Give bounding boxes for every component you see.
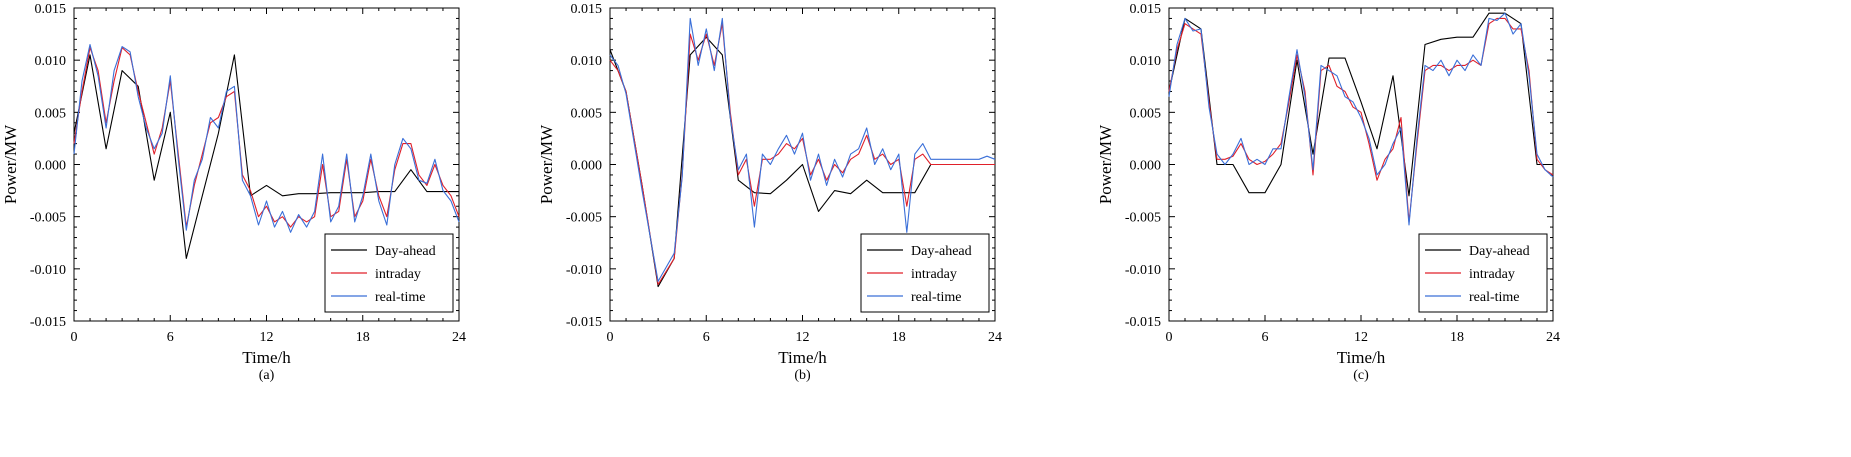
y-tick-label: 0.000	[1130, 159, 1162, 174]
y-tick-label: 0.005	[571, 106, 603, 121]
y-tick-label: -0.005	[566, 211, 602, 226]
x-tick-label: 0	[71, 330, 78, 345]
y-tick-label: -0.010	[1125, 263, 1161, 278]
series-line-day-ahead	[1168, 12, 1553, 197]
series-line-real-time	[1168, 12, 1554, 226]
x-tick-label: 12	[1354, 330, 1368, 345]
y-tick-label: 0.010	[571, 54, 603, 69]
y-tick-label: 0.015	[35, 2, 67, 17]
x-axis-title: Time/h	[778, 348, 827, 367]
y-tick-label: 0.000	[571, 159, 603, 174]
x-tick-label: 6	[167, 330, 174, 345]
x-tick-label: 18	[892, 330, 906, 345]
legend-label: Day-ahead	[375, 244, 436, 259]
legend-label: Day-ahead	[1469, 244, 1530, 259]
x-tick-label: 24	[452, 330, 466, 345]
y-tick-label: 0.010	[1130, 54, 1162, 69]
series-line-intraday	[1168, 17, 1554, 223]
x-tick-label: 0	[607, 330, 614, 345]
x-tick-label: 24	[988, 330, 1002, 345]
x-tick-label: 6	[1262, 330, 1269, 345]
legend-label: intraday	[911, 267, 957, 282]
x-tick-label: 18	[1450, 330, 1464, 345]
legend-label: real-time	[911, 290, 962, 305]
series-line-day-ahead	[73, 54, 459, 259]
x-tick-label: 0	[1166, 330, 1173, 345]
y-tick-label: -0.010	[566, 263, 602, 278]
y-tick-label: -0.015	[566, 315, 602, 330]
y-tick-label: 0.000	[35, 159, 67, 174]
legend: Day-ahead intraday real-time	[324, 233, 454, 313]
legend-label: Day-ahead	[911, 244, 972, 259]
series-line-real-time	[609, 17, 996, 282]
legend: Day-ahead intraday real-time	[860, 233, 990, 313]
y-tick-label: 0.005	[35, 106, 67, 121]
series-line-real-time	[73, 43, 460, 233]
chart-panel-1: 0 6 12 18 24 -0.015 -0.010 -0.005 0.000 0.005 0.01…	[1, 2, 466, 383]
x-tick-label: 18	[356, 330, 370, 345]
x-tick-label: 6	[703, 330, 710, 345]
y-tick-label: 0.005	[1130, 106, 1162, 121]
chart-panel-3: 0 6 12 18 24 -0.015 -0.010 -0.005 0.000 0.005 0.01…	[1096, 2, 1560, 383]
y-tick-label: -0.005	[1125, 211, 1161, 226]
series-line-intraday	[73, 47, 460, 228]
y-axis-title: Power/MW	[1096, 124, 1115, 204]
x-tick-label: 12	[796, 330, 810, 345]
y-tick-label: -0.010	[30, 263, 66, 278]
legend-label: intraday	[375, 267, 421, 282]
y-tick-label: -0.005	[30, 211, 66, 226]
x-tick-label: 24	[1546, 330, 1560, 345]
y-tick-label: -0.015	[30, 315, 66, 330]
panel-caption: (a)	[259, 368, 275, 383]
y-tick-label: -0.015	[1125, 315, 1161, 330]
y-tick-label: 0.015	[1130, 2, 1162, 17]
chart-panel-2: 0 6 12 18 24 -0.015 -0.010 -0.005 0.000 0.005 0.01…	[537, 2, 1002, 383]
legend-label: real-time	[1469, 290, 1520, 305]
x-axis-title: Time/h	[1337, 348, 1386, 367]
panel-caption: (b)	[794, 368, 811, 383]
x-axis-title: Time/h	[242, 348, 291, 367]
y-tick-label: 0.015	[571, 2, 603, 17]
y-axis-title: Power/MW	[537, 124, 556, 204]
legend-label: real-time	[375, 290, 426, 305]
y-tick-label: 0.010	[35, 54, 67, 69]
x-tick-label: 12	[260, 330, 274, 345]
legend: Day-ahead intraday real-time	[1418, 233, 1548, 313]
y-axis-title: Power/MW	[1, 124, 20, 204]
panel-caption: (c)	[1353, 368, 1369, 383]
legend-label: intraday	[1469, 267, 1515, 282]
